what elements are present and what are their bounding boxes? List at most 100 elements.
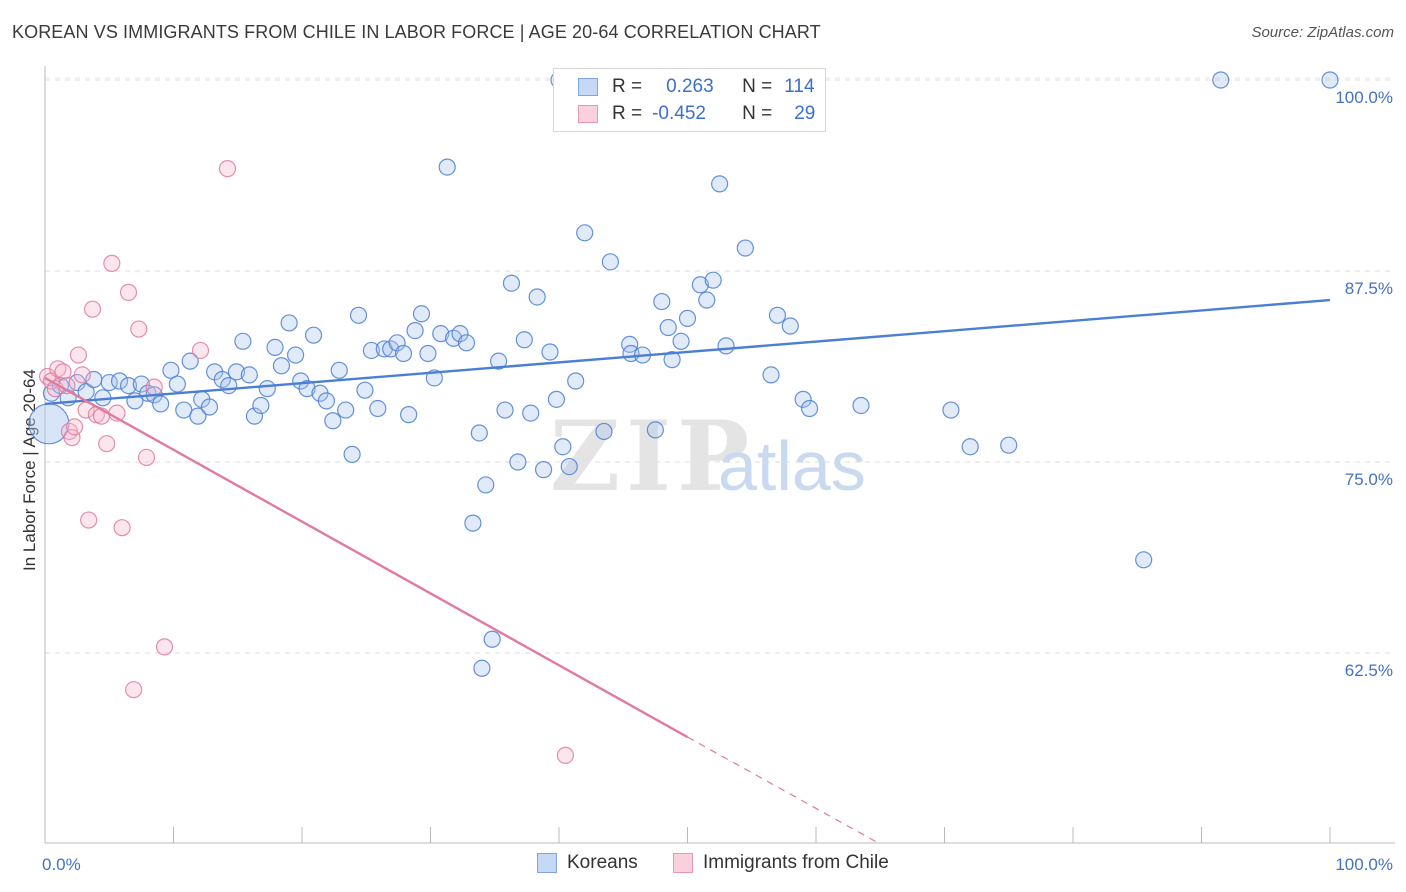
korean-point-22 <box>200 398 219 416</box>
korean-point-80 <box>567 372 585 390</box>
korean-point-82 <box>595 422 613 441</box>
korean-point-66 <box>483 630 501 648</box>
chile-point-25 <box>191 341 210 360</box>
chile-point-16 <box>98 435 116 453</box>
legend-r-value: 0.263 <box>666 76 714 97</box>
korean-point-67 <box>473 659 491 677</box>
korean-point-73 <box>522 404 540 422</box>
legend-swatch-koreans <box>578 78 598 96</box>
korean-point-43 <box>337 401 355 419</box>
korean-point-45 <box>349 306 368 324</box>
y-tick-label-0: 100.0% <box>1335 88 1393 107</box>
legend-row-chile: R = -0.452 N = 29 <box>554 100 815 128</box>
korean-point-12 <box>132 375 150 393</box>
chile-point-23 <box>137 448 156 467</box>
korean-point-108 <box>1135 551 1153 569</box>
korean-point-31 <box>258 380 276 398</box>
y-tick-label-3: 62.5% <box>1345 661 1393 680</box>
korean-point-74 <box>528 288 546 306</box>
korean-point-107 <box>1000 436 1018 454</box>
series-legend-chile[interactable]: Immigrants from Chile <box>673 852 889 874</box>
chile-point-10 <box>73 366 91 384</box>
korean-point-77 <box>547 390 566 408</box>
watermark-atlas: atlas <box>718 427 866 505</box>
chile-point-20 <box>119 283 138 301</box>
korean-point-90 <box>663 351 681 369</box>
legend-n-label: N = <box>742 76 773 97</box>
korean-point-50 <box>382 340 400 358</box>
korean-point-24 <box>213 370 231 389</box>
korean-point-102 <box>794 390 812 408</box>
korean-point-20 <box>189 407 207 425</box>
korean-point-81 <box>576 224 594 242</box>
korean-point-105 <box>942 401 960 419</box>
korean-point-70 <box>502 274 521 292</box>
chile-trend-line-0 <box>44 376 689 739</box>
chile-point-21 <box>125 681 143 699</box>
korean-point-40 <box>317 392 336 410</box>
korean-point-103 <box>800 399 819 418</box>
legend-r-value: -0.452 <box>652 103 706 124</box>
korean-point-41 <box>324 412 342 430</box>
korean-point-42 <box>330 361 348 379</box>
korean-point-48 <box>369 399 387 418</box>
korean-point-47 <box>362 341 380 360</box>
korean-point-30 <box>252 396 270 415</box>
korean-point-93 <box>691 276 709 294</box>
series-legend-koreans[interactable]: Koreans <box>537 852 638 874</box>
korean-point-92 <box>678 309 697 327</box>
chile-point-8 <box>65 418 84 436</box>
korean-point-96 <box>711 175 729 193</box>
series-legend: Koreans Immigrants from Chile <box>0 852 1406 878</box>
korean-point-99 <box>762 366 780 384</box>
korean-point-18 <box>175 401 193 419</box>
trend-lines <box>44 298 1331 845</box>
korean-point-26 <box>227 363 246 381</box>
correlation-legend: R = 0.263 N = 114 R = -0.452 N = 29 <box>553 68 826 132</box>
korean-point-95 <box>704 271 722 289</box>
series-label-koreans: Koreans <box>567 852 638 873</box>
watermark-zip: ZIP <box>550 400 755 513</box>
korean-point-0 <box>28 403 70 445</box>
korean-point-15 <box>152 395 170 413</box>
chile-point-12 <box>80 511 98 529</box>
korean-point-9 <box>110 372 129 390</box>
korean-point-17 <box>168 375 186 393</box>
korean-trend-line-0 <box>44 298 1331 406</box>
korean-point-68 <box>490 352 508 370</box>
korean-point-62 <box>457 334 476 352</box>
korean-point-91 <box>672 332 690 350</box>
korean-point-69 <box>496 401 514 419</box>
korean-point-46 <box>356 381 374 399</box>
korean-point-32 <box>266 338 284 356</box>
korean-point-33 <box>272 357 291 375</box>
legend-swatch-chile <box>578 105 598 123</box>
chile-point-17 <box>103 254 121 272</box>
korean-point-89 <box>659 318 677 337</box>
korean-point-64 <box>470 424 488 442</box>
series-swatch-chile <box>673 853 693 873</box>
korean-point-75 <box>534 461 553 479</box>
korean-point-94 <box>698 291 716 309</box>
chile-point-24 <box>155 638 174 656</box>
korean-point-28 <box>240 366 258 384</box>
legend-row-koreans: R = 0.263 N = 114 <box>554 73 815 101</box>
korean-point-34 <box>280 314 298 332</box>
chile-point-19 <box>113 519 131 537</box>
y-tick-label-2: 75.0% <box>1345 470 1393 489</box>
korean-point-52 <box>394 344 413 363</box>
chile-point-9 <box>69 346 88 364</box>
korean-point-58 <box>432 325 450 343</box>
tick-labels: 100.0% 87.5% 75.0% 62.5% 0.0% 100.0% <box>42 88 1393 874</box>
chile-point-7 <box>63 428 81 447</box>
korean-point-37 <box>298 380 316 398</box>
korean-point-71 <box>509 453 527 471</box>
chile-point-28 <box>145 378 163 396</box>
korean-point-55 <box>412 305 431 323</box>
korean-point-38 <box>304 326 323 344</box>
series-swatch-koreans <box>537 853 557 873</box>
legend-n-value: 114 <box>784 76 815 97</box>
source-credit: Source: ZipAtlas.com <box>1251 24 1394 41</box>
chile-point-27 <box>556 746 575 764</box>
